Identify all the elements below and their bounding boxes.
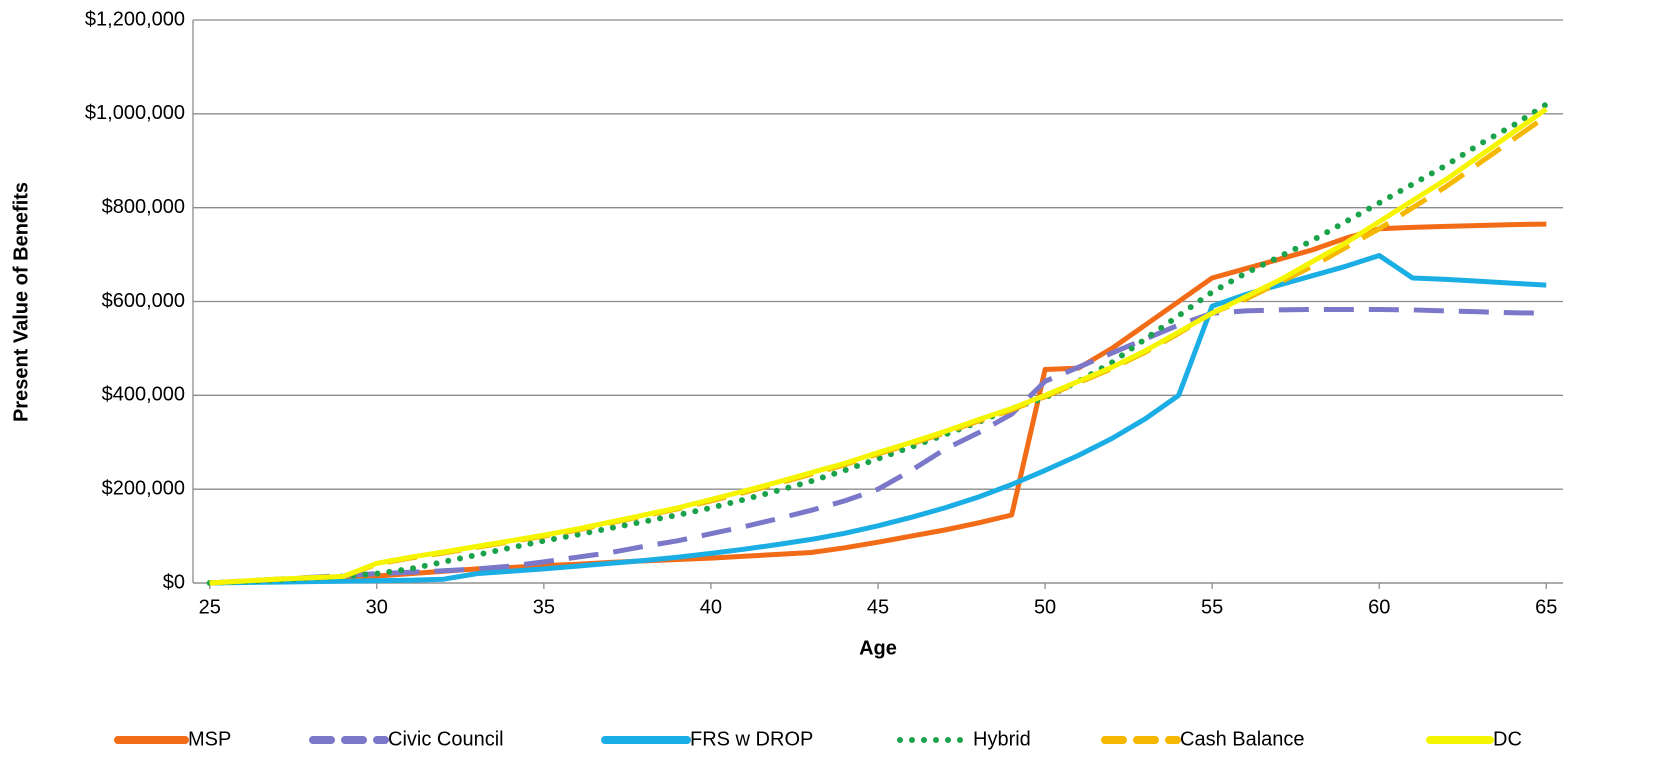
series-line xyxy=(209,107,1548,586)
x-axis-label: Age xyxy=(859,637,897,659)
legend-label: Civic Council xyxy=(388,728,504,750)
legend-label: FRS w DROP xyxy=(690,728,813,750)
y-tick-label: $400,000 xyxy=(102,384,185,406)
x-tick-label: 45 xyxy=(867,596,889,618)
legend-label: MSP xyxy=(188,728,231,750)
legend-label: Hybrid xyxy=(973,728,1031,750)
x-tick-label: 50 xyxy=(1034,596,1056,618)
x-tick-label: 60 xyxy=(1368,596,1390,618)
y-tick-label: $1,200,000 xyxy=(85,8,185,30)
legend-label: DC xyxy=(1493,728,1522,750)
series-line xyxy=(209,221,1547,586)
y-axis-label: Present Value of Benefits xyxy=(10,182,32,422)
y-tick-label: $200,000 xyxy=(102,477,185,499)
y-tick-label: $600,000 xyxy=(102,290,185,312)
series-line xyxy=(206,101,1550,586)
x-tick-label: 65 xyxy=(1535,596,1557,618)
y-tick-label: $1,000,000 xyxy=(85,102,185,124)
legend-label: Cash Balance xyxy=(1180,728,1305,750)
series-line xyxy=(209,307,1547,586)
x-tick-label: 35 xyxy=(533,596,555,618)
x-tick-label: 55 xyxy=(1201,596,1223,618)
x-tick-label: 30 xyxy=(366,596,388,618)
x-tick-label: 25 xyxy=(199,596,221,618)
series-line xyxy=(209,114,1548,586)
y-tick-label: $800,000 xyxy=(102,196,185,218)
series-line xyxy=(209,253,1547,586)
x-tick-label: 40 xyxy=(700,596,722,618)
y-tick-label: $0 xyxy=(163,571,185,593)
